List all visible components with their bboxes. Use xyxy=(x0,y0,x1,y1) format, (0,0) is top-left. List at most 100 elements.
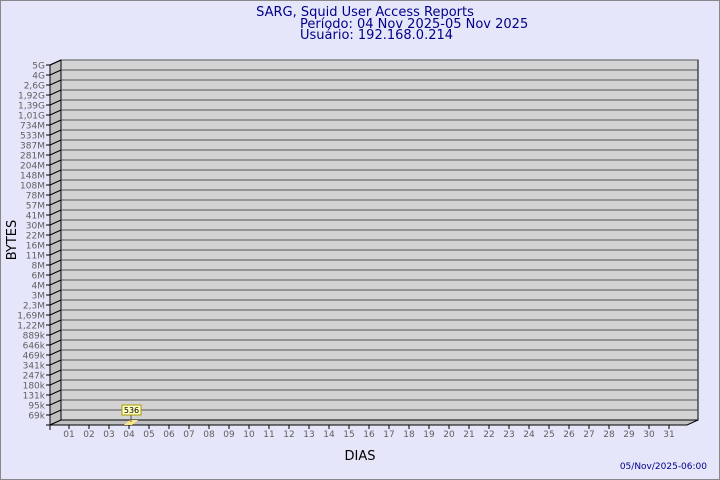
x-tick-label: 17 xyxy=(383,430,394,440)
y-tick-label: 646k xyxy=(23,342,46,352)
wall-gridline xyxy=(49,399,62,406)
x-tick-label: 20 xyxy=(443,430,455,440)
data-label-box xyxy=(121,404,142,416)
wall-gridline xyxy=(49,329,62,336)
x-tick-label: 07 xyxy=(183,430,194,440)
y-tick-label: 69k xyxy=(28,412,45,422)
x-tick-label: 08 xyxy=(203,430,215,440)
wall-gridline xyxy=(49,289,62,296)
x-tick-label: 31 xyxy=(663,430,674,440)
y-tick-label: 16M xyxy=(26,242,45,252)
y-tick-label: 204M xyxy=(20,162,45,172)
footer-timestamp: 05/Nov/2025-06:00 xyxy=(620,462,707,472)
wall-gridline xyxy=(49,139,62,146)
y-tick-label: 6M xyxy=(32,272,46,282)
wall-gridline xyxy=(49,349,62,356)
wall-gridline xyxy=(49,229,62,236)
x-tick-label: 19 xyxy=(423,430,435,440)
wall-gridline xyxy=(49,119,62,126)
x-tick-label: 22 xyxy=(483,430,494,440)
y-tick-label: 41M xyxy=(26,212,45,222)
wall-gridline xyxy=(49,189,62,196)
y-tick-label: 281M xyxy=(20,152,45,162)
x-tick-label: 13 xyxy=(303,430,314,440)
y-axis-label: BYTES xyxy=(5,220,20,261)
x-tick-label: 05 xyxy=(143,430,154,440)
y-tick-label: 1,39G xyxy=(18,102,45,112)
x-tick-label: 26 xyxy=(563,430,575,440)
x-tick-label: 23 xyxy=(503,430,514,440)
bar-04 xyxy=(124,420,138,425)
wall-gridline xyxy=(49,89,62,96)
x-tick-label: 25 xyxy=(543,430,554,440)
x-axis-label: DIAS xyxy=(345,449,376,464)
x-tick-label: 14 xyxy=(323,430,335,440)
y-tick-label: 148M xyxy=(20,172,45,182)
y-tick-label: 387M xyxy=(20,142,45,152)
wall-gridline xyxy=(49,389,62,396)
wall-gridline xyxy=(49,149,62,156)
y-tick-label: 5G xyxy=(32,62,45,72)
y-tick-label: 4G xyxy=(32,72,45,82)
y-tick-label: 78M xyxy=(26,192,45,202)
wall-gridline xyxy=(49,279,62,286)
wall-gridline xyxy=(49,169,62,176)
x-tick-label: 27 xyxy=(583,430,594,440)
y-tick-label: 8M xyxy=(32,262,46,272)
x-tick-label: 18 xyxy=(403,430,415,440)
data-label: 536 xyxy=(124,406,139,415)
wall-gridline xyxy=(49,319,62,326)
y-tick-label: 533M xyxy=(20,132,45,142)
x-tick-label: 24 xyxy=(523,430,535,440)
wall-gridline xyxy=(49,259,62,266)
y-tick-label: 180k xyxy=(23,382,46,392)
x-tick-label: 11 xyxy=(263,430,274,440)
wall-gridline xyxy=(49,249,62,256)
y-tick-label: 247k xyxy=(23,372,46,382)
wall-gridline xyxy=(49,309,62,316)
x-tick-label: 04 xyxy=(123,430,135,440)
period-subtitle: Período: 04 Nov 2025-05 Nov 2025 xyxy=(300,17,528,32)
x-tick-label: 16 xyxy=(363,430,375,440)
wall-gridline xyxy=(49,299,62,306)
y-tick-label: 2,3M xyxy=(23,302,45,312)
wall-gridline xyxy=(49,269,62,276)
wall-gridline xyxy=(49,219,62,226)
y-tick-label: 889k xyxy=(23,332,46,342)
x-tick-label: 28 xyxy=(603,430,615,440)
y-tick-label: 11M xyxy=(26,252,45,262)
y-tick-label: 734M xyxy=(20,122,45,132)
y-tick-label: 4M xyxy=(32,282,46,292)
chart-title: SARG, Squid User Access Reports xyxy=(256,5,474,20)
y-tick-label: 469k xyxy=(23,352,46,362)
x-tick-label: 15 xyxy=(343,430,354,440)
x-tick-label: 03 xyxy=(103,430,114,440)
x-tick-label: 10 xyxy=(243,430,255,440)
y-tick-label: 57M xyxy=(26,202,45,212)
x-tick-label: 01 xyxy=(63,430,74,440)
y-tick-label: 95k xyxy=(28,402,45,412)
y-tick-label: 131k xyxy=(23,392,46,402)
y-tick-label: 22M xyxy=(26,232,45,242)
y-tick-label: 341k xyxy=(23,362,46,372)
y-tick-label: 1,22M xyxy=(17,322,45,332)
x-tick-label: 30 xyxy=(643,430,655,440)
y-tick-label: 3M xyxy=(32,292,46,302)
user-subtitle: Usuário: 192.168.0.214 xyxy=(300,28,453,43)
wall-gridline xyxy=(49,59,62,66)
wall-gridline xyxy=(49,99,62,106)
y-tick-label: 1,01G xyxy=(18,112,45,122)
x-tick-label: 06 xyxy=(163,430,175,440)
wall-gridline xyxy=(49,209,62,216)
wall-gridline xyxy=(49,409,62,416)
x-tick-label: 09 xyxy=(223,430,235,440)
wall-gridline xyxy=(49,339,62,346)
wall-gridline xyxy=(49,359,62,366)
y-tick-label: 1,92G xyxy=(18,92,45,102)
y-tick-label: 108M xyxy=(20,182,45,192)
wall-gridline xyxy=(49,129,62,136)
wall-gridline xyxy=(49,159,62,166)
wall-gridline xyxy=(49,369,62,376)
x-tick-label: 29 xyxy=(623,430,635,440)
